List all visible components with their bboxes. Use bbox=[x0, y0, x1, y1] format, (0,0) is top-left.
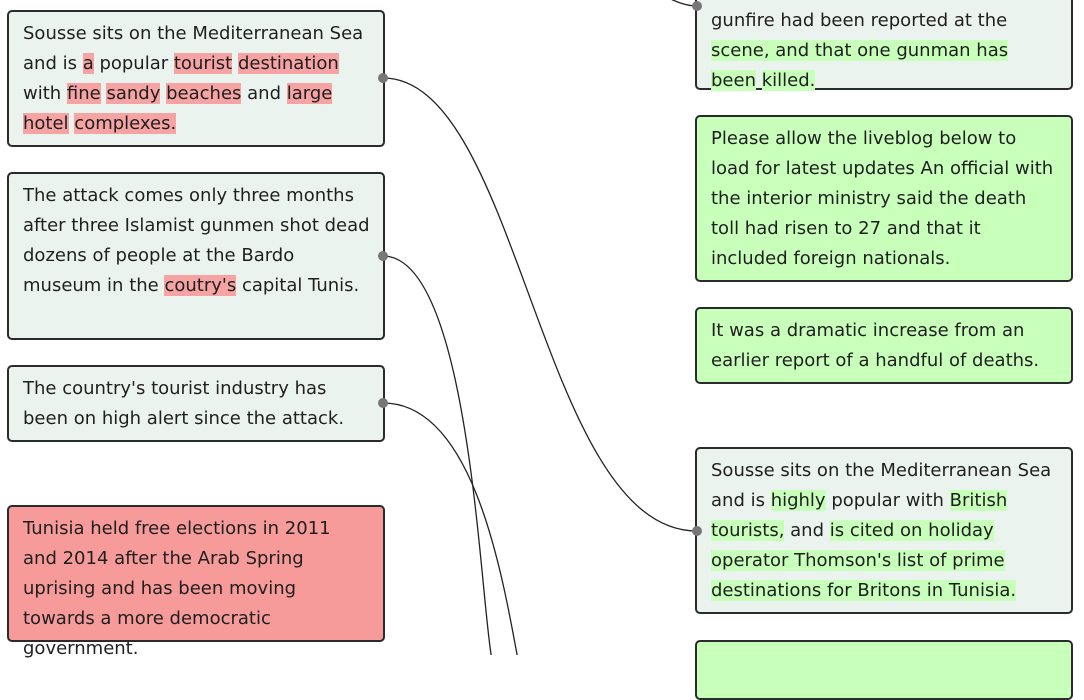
sentence-text: Tunisia held free elections in 2011 and … bbox=[23, 518, 331, 659]
removed-word: fine bbox=[66, 83, 101, 104]
connector-line bbox=[382, 77, 698, 532]
removed-word: complexes. bbox=[74, 113, 177, 134]
removed-word: tourist bbox=[173, 53, 233, 74]
removed-word: a bbox=[82, 53, 94, 74]
right-sentence-card-1[interactable]: gunfire had been reported at the scene, … bbox=[695, 0, 1073, 91]
connector-line bbox=[382, 255, 492, 655]
removed-word: coutry's bbox=[164, 275, 237, 296]
left-sentence-card-3[interactable]: The country's tourist industry has been … bbox=[7, 365, 385, 442]
sentence-text: The country's tourist industry has been … bbox=[23, 378, 345, 429]
connector-line bbox=[382, 402, 518, 655]
right-sentence-card-added-2[interactable]: It was a dramatic increase from an earli… bbox=[695, 307, 1073, 384]
sentence-text: Sousse sits on the Mediterranean Sea and… bbox=[711, 460, 1052, 601]
sentence-text: The attack comes only three months after… bbox=[23, 185, 370, 296]
left-sentence-card-1[interactable]: Sousse sits on the Mediterranean Sea and… bbox=[7, 10, 385, 147]
removed-word: hotel bbox=[23, 113, 69, 134]
added-word: tourists, bbox=[711, 520, 785, 541]
right-sentence-card-added-1[interactable]: Please allow the liveblog below to load … bbox=[695, 115, 1073, 282]
sentence-text: gunfire had been reported at the scene, … bbox=[711, 10, 1009, 91]
removed-word: sandy bbox=[106, 83, 161, 104]
sentence-text: Sousse sits on the Mediterranean Sea and… bbox=[23, 23, 364, 134]
added-word: British bbox=[949, 490, 1008, 511]
right-sentence-card-added-3[interactable] bbox=[695, 640, 1073, 700]
right-sentence-card-2[interactable]: Sousse sits on the Mediterranean Sea and… bbox=[695, 447, 1073, 614]
left-sentence-card-2[interactable]: The attack comes only three months after… bbox=[7, 172, 385, 340]
sentence-text: It was a dramatic increase from an earli… bbox=[711, 320, 1040, 371]
connector-line bbox=[671, 0, 698, 7]
left-sentence-card-deleted[interactable]: Tunisia held free elections in 2011 and … bbox=[7, 505, 385, 659]
sentence-text: Please allow the liveblog below to load … bbox=[711, 128, 1054, 269]
added-words: killed. bbox=[761, 70, 816, 91]
removed-word: destination bbox=[237, 53, 339, 74]
added-word: highly bbox=[770, 490, 826, 511]
removed-word: beaches bbox=[166, 83, 242, 104]
removed-word: large bbox=[286, 83, 333, 104]
